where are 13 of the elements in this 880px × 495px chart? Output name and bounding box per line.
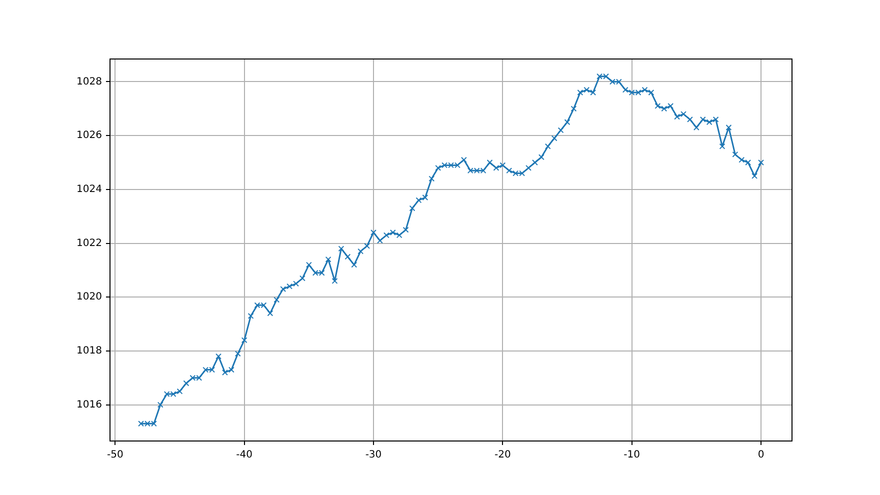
y-tick-label: 1026: [76, 130, 102, 142]
x-tick-label: -20: [494, 450, 511, 461]
x-tick-label: -30: [365, 450, 382, 461]
y-tick-label: 1016: [76, 399, 102, 410]
y-tick-label: 1018: [76, 346, 102, 357]
x-tick-label: -50: [106, 450, 124, 461]
x-tick-label: 0: [758, 450, 764, 461]
x-tick-label: -40: [236, 450, 253, 461]
x-tick-label: -10: [624, 450, 640, 461]
y-tick-label: 1020: [76, 292, 102, 303]
y-tick-label: 1028: [76, 76, 102, 88]
y-tick-label: 1024: [76, 184, 102, 196]
y-tick-label: 1022: [76, 238, 102, 249]
